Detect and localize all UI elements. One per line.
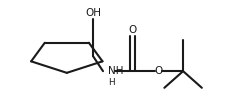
Text: OH: OH: [85, 8, 101, 18]
Text: NH: NH: [108, 66, 124, 76]
Text: O: O: [155, 66, 163, 76]
Text: H: H: [108, 78, 115, 87]
Text: O: O: [128, 25, 136, 35]
